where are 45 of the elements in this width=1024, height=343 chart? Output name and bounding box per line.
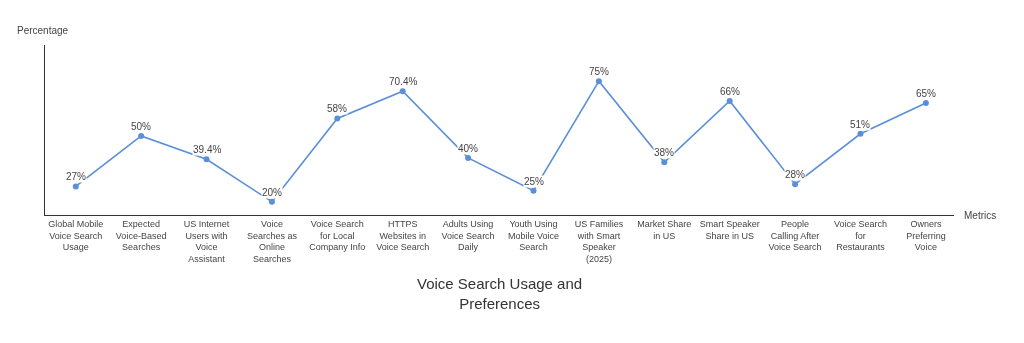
point xyxy=(726,97,733,104)
point xyxy=(399,88,406,95)
point xyxy=(922,100,929,107)
data-label: 40% xyxy=(458,143,479,154)
point xyxy=(465,154,472,161)
x-tick-label: Owners Preferring Voice xyxy=(906,218,946,253)
x-tick-label: Adults Using Voice Search Daily xyxy=(441,218,495,253)
point xyxy=(857,130,864,137)
data-label: 58% xyxy=(327,103,348,114)
data-label: 51% xyxy=(850,119,871,130)
x-tick-label: Youth Using Mobile Voice Search xyxy=(507,218,560,253)
x-tick-label: US Internet Users with Voice Assistant xyxy=(183,218,230,264)
point xyxy=(138,132,145,139)
data-label: 65% xyxy=(916,88,937,99)
data-label: 28% xyxy=(785,169,806,180)
x-tick-label: HTTPS Websites in Voice Search xyxy=(376,218,430,253)
point xyxy=(595,78,602,85)
data-label: 25% xyxy=(524,176,545,187)
x-tick-label: US Families with Smart Speaker (2025) xyxy=(574,218,624,264)
point xyxy=(530,187,537,194)
point xyxy=(268,198,275,205)
x-tick-label: Voice Searches as Online Searches xyxy=(246,218,298,264)
x-tick-label: People Calling After Voice Search xyxy=(768,218,822,253)
x-tick-label: Voice Search for Local Company Info xyxy=(309,218,366,253)
point xyxy=(792,181,799,188)
x-tick-label: Market Share in US xyxy=(637,218,692,241)
x-tick-label: Voice Search for Restaurants xyxy=(833,218,887,253)
data-label: 27% xyxy=(66,171,87,182)
text: Voice Search Usage and Preferences xyxy=(417,275,583,312)
point xyxy=(661,159,668,166)
data-label: 20% xyxy=(262,187,283,198)
x-tick-label: Global Mobile Voice Search Usage xyxy=(48,218,104,253)
point xyxy=(334,115,341,122)
data-label: 66% xyxy=(720,86,741,97)
data-label: 75% xyxy=(589,66,610,77)
data-label: 39.4% xyxy=(193,144,222,155)
x-axis-title: Metrics xyxy=(964,210,997,221)
point xyxy=(72,183,79,190)
x-tick-label: Expected Voice-Based Searches xyxy=(115,218,167,253)
y-axis-title: Percentage xyxy=(17,25,69,36)
data-label: 38% xyxy=(654,147,675,158)
data-label: 70.4% xyxy=(389,76,418,87)
x-tick-label: Smart Speaker Share in US xyxy=(699,218,760,241)
point xyxy=(203,156,210,163)
data-label: 50% xyxy=(131,121,152,132)
